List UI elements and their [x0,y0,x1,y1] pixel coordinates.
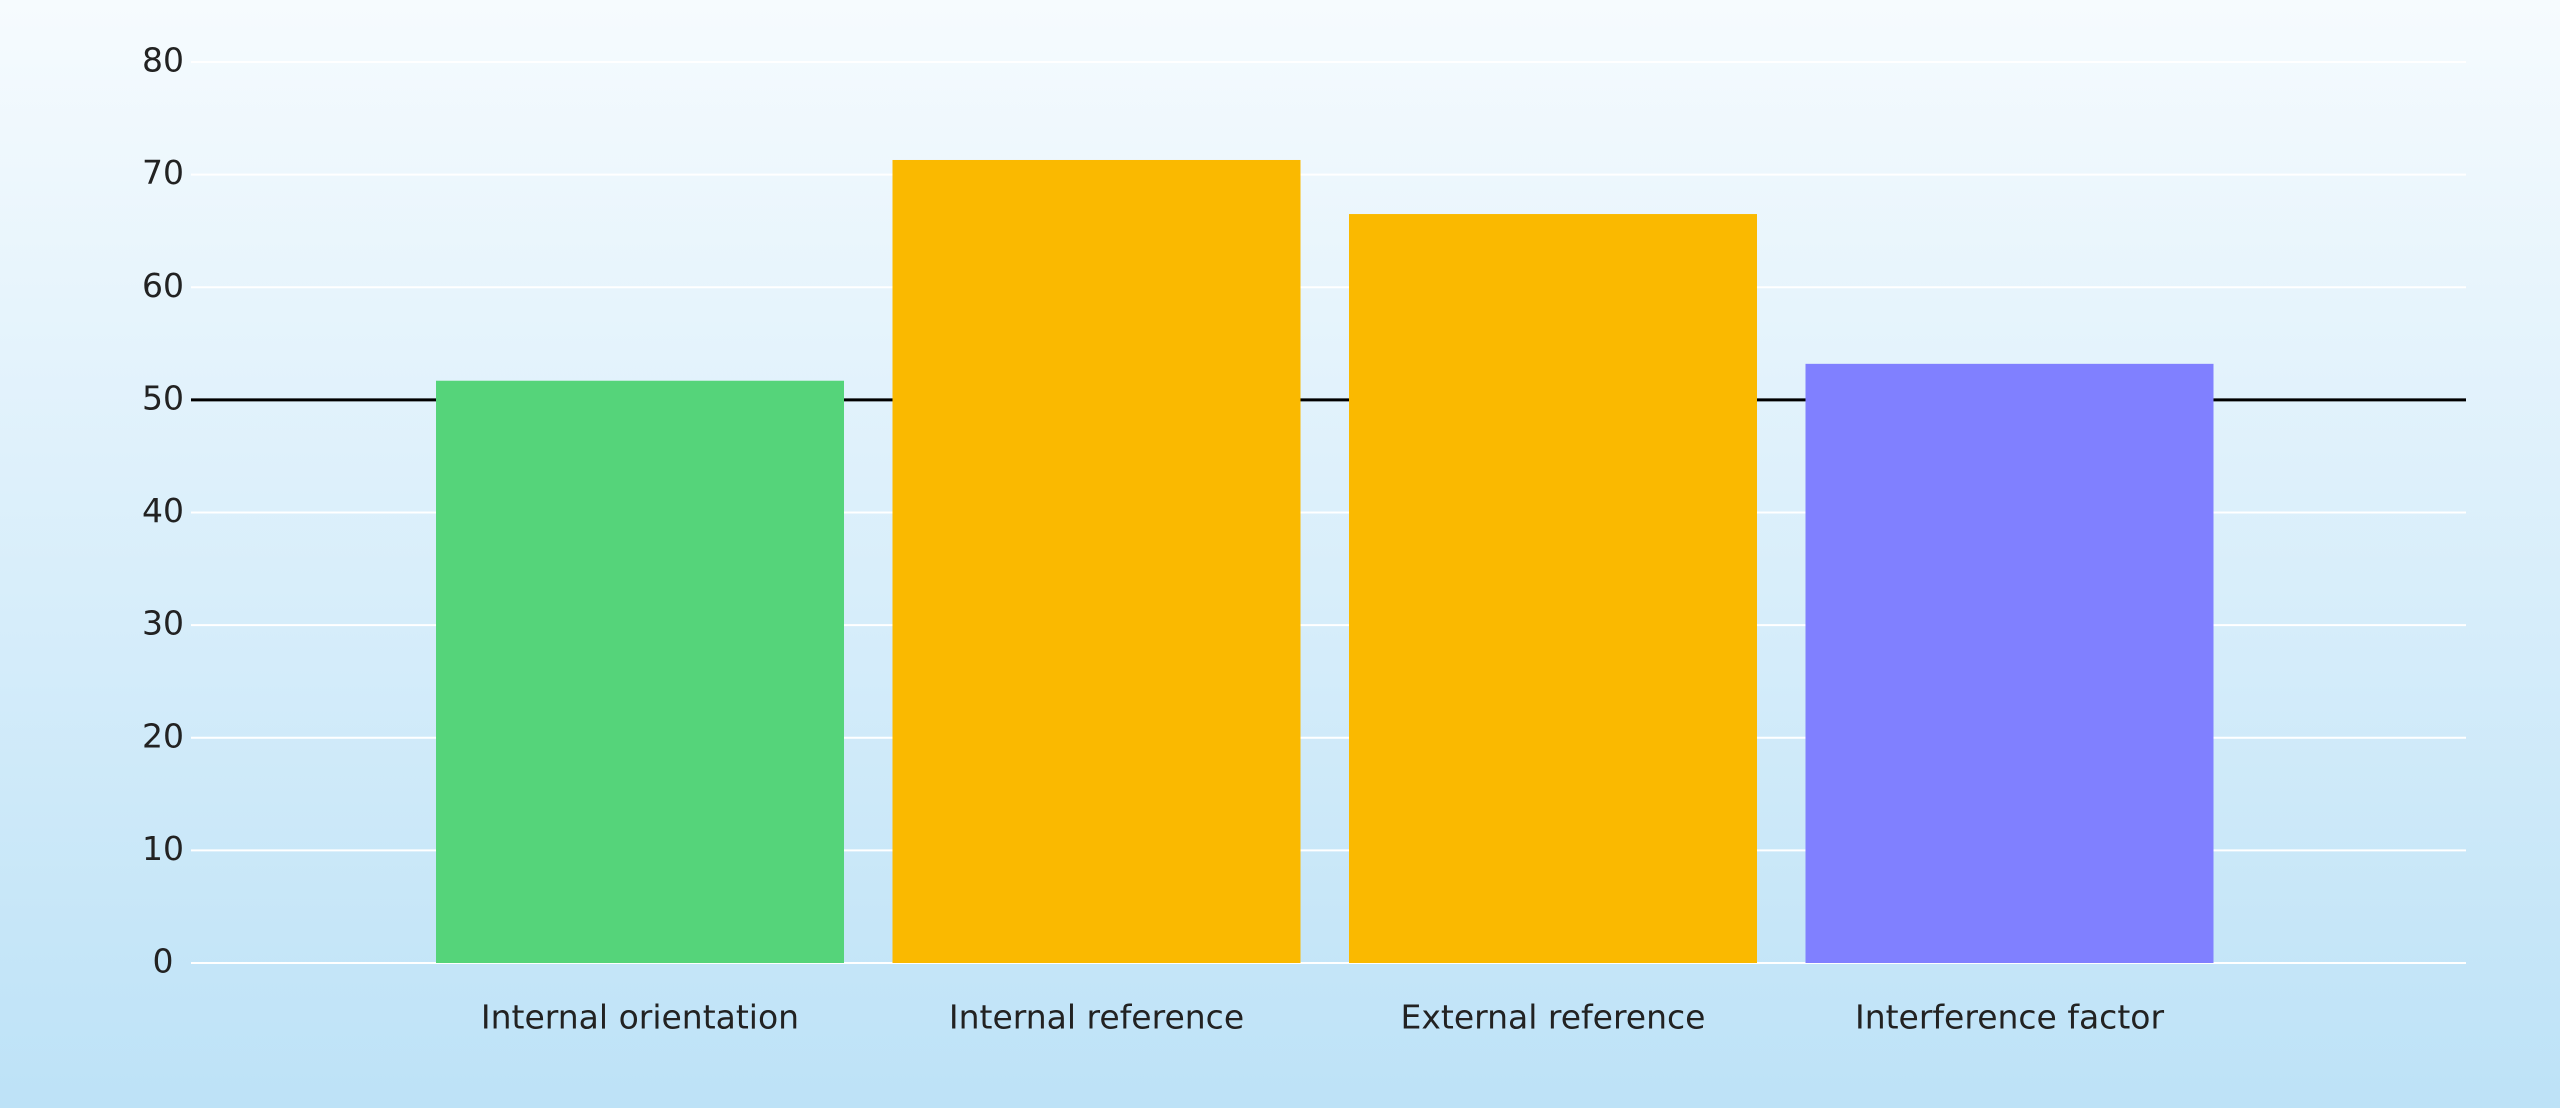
x-tick-label: Internal reference [949,998,1244,1037]
y-tick-label: 30 [142,604,184,643]
y-tick-label: 10 [142,829,184,868]
y-tick-label: 70 [142,153,184,192]
y-tick-label: 20 [142,716,184,755]
y-tick-label: 0 [153,942,174,981]
bar [1349,214,1757,963]
bar [1805,363,2214,964]
y-tick-label: 80 [142,41,184,80]
bar [892,159,1301,963]
bar [436,380,844,963]
x-tick-label: Interference factor [1855,998,2164,1037]
y-tick-label: 60 [142,266,184,305]
x-tick-label: Internal orientation [481,998,799,1037]
y-tick-label: 50 [142,378,184,417]
x-tick-label: External reference [1401,998,1706,1037]
y-tick-label: 40 [142,491,184,530]
